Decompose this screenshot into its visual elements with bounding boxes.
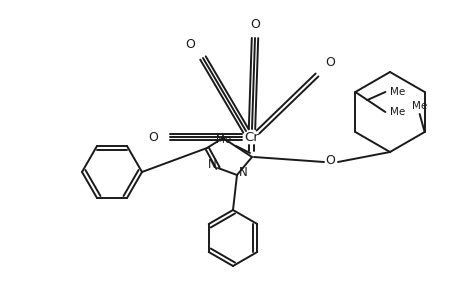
Text: Me: Me xyxy=(411,101,426,111)
Text: O: O xyxy=(250,17,259,31)
Text: O: O xyxy=(185,38,195,50)
Text: O: O xyxy=(325,154,334,166)
Text: Me: Me xyxy=(390,107,405,117)
Text: N: N xyxy=(238,167,247,179)
Text: Cr: Cr xyxy=(244,130,259,143)
Text: O: O xyxy=(325,56,334,68)
Text: O: O xyxy=(148,130,157,143)
Text: Me: Me xyxy=(216,135,231,145)
Text: N: N xyxy=(207,158,216,170)
Text: Me: Me xyxy=(390,87,405,97)
